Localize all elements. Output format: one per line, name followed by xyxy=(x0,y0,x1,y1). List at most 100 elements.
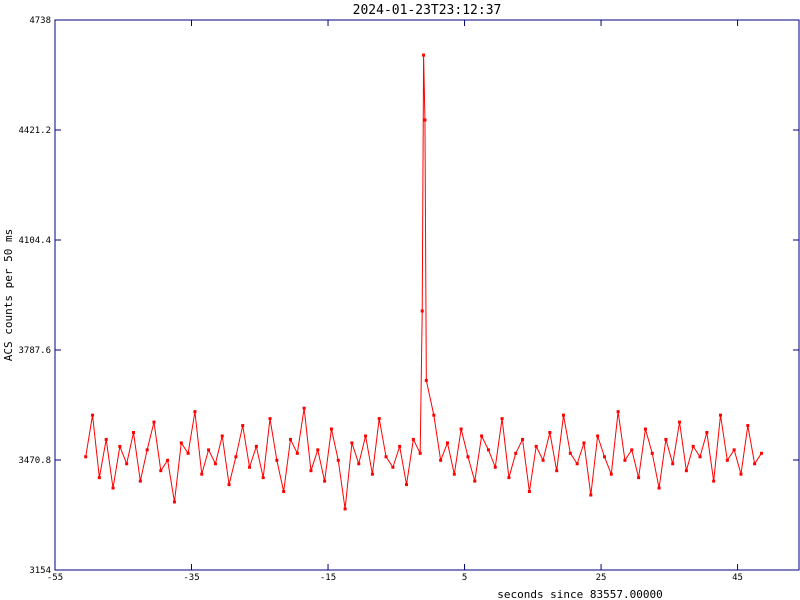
data-point xyxy=(411,437,415,441)
data-point xyxy=(200,472,204,476)
data-point xyxy=(288,437,292,441)
data-point xyxy=(589,493,593,497)
data-point xyxy=(398,444,402,448)
data-point xyxy=(527,490,531,494)
data-point xyxy=(111,486,115,490)
x-tick-label: -35 xyxy=(183,573,199,583)
data-point xyxy=(746,424,750,428)
data-point xyxy=(302,406,306,410)
data-point xyxy=(227,483,231,487)
data-point xyxy=(466,455,470,459)
data-point xyxy=(719,413,723,417)
data-point xyxy=(424,378,428,382)
data-point xyxy=(480,434,484,438)
x-tick-label: -15 xyxy=(320,573,336,583)
data-point xyxy=(671,462,675,466)
data-point xyxy=(234,455,238,459)
data-point xyxy=(138,479,142,483)
x-tick-label: 45 xyxy=(732,573,743,583)
y-tick-label: 3787.6 xyxy=(18,346,51,356)
x-tick-label: 25 xyxy=(596,573,607,583)
data-point xyxy=(179,441,183,445)
data-point xyxy=(493,465,497,469)
data-point xyxy=(422,53,426,57)
data-point xyxy=(104,437,108,441)
data-point xyxy=(534,444,538,448)
data-point xyxy=(575,462,579,466)
x-tick-label: 5 xyxy=(462,573,467,583)
data-point xyxy=(350,441,354,445)
data-point xyxy=(91,413,95,417)
data-point xyxy=(207,448,211,452)
data-point xyxy=(452,472,456,476)
data-point xyxy=(364,434,368,438)
data-point xyxy=(254,444,258,448)
data-point xyxy=(732,448,736,452)
data-point xyxy=(309,469,313,473)
chart-title: 2024-01-23T23:12:37 xyxy=(353,3,502,18)
data-point xyxy=(418,451,422,455)
data-point xyxy=(684,469,688,473)
data-point xyxy=(486,448,490,452)
plot-frame xyxy=(54,19,800,571)
data-point xyxy=(678,420,682,424)
data-point xyxy=(391,465,395,469)
data-point xyxy=(459,427,463,431)
data-point xyxy=(213,462,217,466)
data-point xyxy=(282,490,286,494)
data-point xyxy=(568,451,572,455)
data-point xyxy=(630,448,634,452)
data-point xyxy=(377,417,381,421)
data-line xyxy=(85,55,762,509)
data-point xyxy=(623,458,627,462)
data-point xyxy=(84,455,88,459)
x-tick-label: -55 xyxy=(47,573,63,583)
data-point xyxy=(500,417,504,421)
data-point xyxy=(541,458,545,462)
data-point xyxy=(657,486,661,490)
data-point xyxy=(131,431,135,434)
data-point xyxy=(602,455,606,459)
data-point xyxy=(420,309,424,313)
data-point xyxy=(295,451,299,455)
data-point xyxy=(241,424,245,428)
data-point xyxy=(423,118,427,122)
data-point xyxy=(637,476,641,480)
y-tick-label: 3470.8 xyxy=(18,456,51,466)
data-point xyxy=(691,444,695,448)
data-point xyxy=(193,410,197,414)
data-point xyxy=(261,476,265,480)
data-point xyxy=(473,479,477,483)
y-tick-label: 4738 xyxy=(29,16,51,26)
data-point xyxy=(562,413,566,417)
data-point xyxy=(712,479,716,483)
y-axis-label: ACS counts per 50 ms xyxy=(2,229,15,361)
data-point xyxy=(186,451,190,455)
data-point xyxy=(145,448,149,452)
y-tick-label: 4421.2 xyxy=(18,126,51,136)
data-point xyxy=(609,472,613,476)
data-point xyxy=(316,448,320,452)
data-point xyxy=(725,458,729,462)
data-point xyxy=(166,458,170,462)
data-point xyxy=(405,483,409,487)
data-point xyxy=(343,507,347,511)
data-point xyxy=(439,458,443,462)
data-point xyxy=(357,462,361,466)
data-point xyxy=(275,458,279,462)
y-tick-label: 3154 xyxy=(29,566,51,576)
data-point xyxy=(664,437,668,441)
data-point xyxy=(507,476,511,480)
data-point xyxy=(698,455,702,459)
data-point xyxy=(555,469,559,473)
data-point xyxy=(97,476,101,480)
data-point xyxy=(248,465,252,469)
data-point xyxy=(739,472,743,476)
data-point xyxy=(172,500,176,504)
data-point xyxy=(548,431,552,434)
data-point xyxy=(596,434,600,438)
data-point xyxy=(521,437,525,441)
data-point xyxy=(616,410,620,414)
